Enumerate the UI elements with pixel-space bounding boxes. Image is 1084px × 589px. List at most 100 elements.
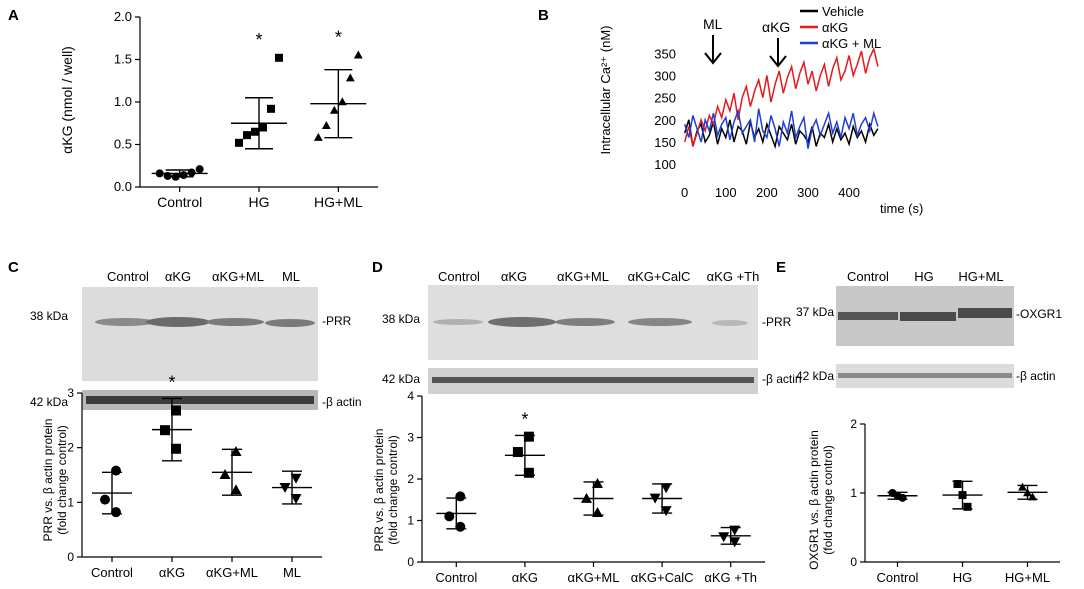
data-point <box>111 507 121 518</box>
data-point <box>171 405 181 416</box>
panel-c-lane-label: αKG <box>165 269 191 284</box>
y-tick-label: 1 <box>407 514 414 528</box>
panel-d-ylabel-line2: (fold change control) <box>386 435 400 544</box>
y-tick-label: 200 <box>654 113 676 128</box>
data-point <box>581 492 592 503</box>
data-point <box>275 53 283 62</box>
y-tick-label: 100 <box>654 157 676 172</box>
panel-d-lane-label: Control <box>438 269 480 284</box>
data-point <box>353 50 363 59</box>
panel-c-lane-labels: Control αKG αKG+ML ML <box>107 269 300 284</box>
panel-e-ylabel-line2: (fold change control) <box>821 445 835 554</box>
x-tick-label: ML <box>283 565 301 580</box>
data-point <box>111 465 121 476</box>
data-point <box>313 132 323 141</box>
y-tick-label: 1 <box>67 495 74 509</box>
x-tick-label: HG+ML <box>1005 570 1050 585</box>
data-point <box>259 123 267 132</box>
data-point <box>649 493 661 504</box>
data-point <box>100 494 110 505</box>
panel-e-lane-label: HG+ML <box>958 269 1003 284</box>
panel-letter-b: B <box>538 7 549 24</box>
panel-e-marker-bottom: 42 kDa <box>796 369 834 383</box>
data-point <box>898 493 907 502</box>
data-point <box>187 168 196 177</box>
y-tick-label: 1.0 <box>114 94 132 109</box>
blot-band <box>86 396 314 404</box>
data-point <box>171 443 181 454</box>
panel-c-marker-bottom: 42 kDa <box>30 395 68 409</box>
data-point <box>160 425 170 436</box>
panel-b-arrows <box>704 35 787 68</box>
legend-label: αKG + ML <box>822 36 881 51</box>
x-tick-label: αKG +Th <box>704 570 757 585</box>
x-tick-label: 300 <box>797 185 819 200</box>
data-point <box>321 121 331 129</box>
data-point <box>958 491 967 500</box>
significance-star: * <box>521 409 528 429</box>
x-tick-label: αKG <box>512 570 538 585</box>
x-tick-label: Control <box>435 570 477 585</box>
panel-d-plot: 0 1 2 3 4 Control αKG * αKG+ML αKG+CalC αKG +Th <box>407 389 765 585</box>
y-tick-label: 2 <box>407 472 414 486</box>
series-line--kg-ml <box>683 108 879 149</box>
panel-e-band-top: -OXGR1 <box>1016 307 1062 321</box>
x-tick-label: αKG+ML <box>568 570 620 585</box>
arrow-down-icon <box>704 35 722 65</box>
panel-e-marker-top: 37 kDa <box>796 305 834 319</box>
data-point <box>195 165 204 174</box>
legend-label: Vehicle <box>822 4 864 19</box>
panel-c-band-bottom: -β actin <box>322 395 362 409</box>
data-point <box>235 138 243 147</box>
y-tick-label: 350 <box>654 46 676 61</box>
x-tick-label: 200 <box>756 185 778 200</box>
data-point <box>171 172 180 181</box>
panel-d-lane-labels: Control αKG αKG+ML αKG+CalC αKG +Th <box>438 269 759 284</box>
significance-star: * <box>335 27 342 47</box>
data-point <box>267 104 275 113</box>
blot-band <box>146 317 210 327</box>
data-point <box>337 97 347 106</box>
data-point <box>523 467 534 478</box>
y-tick-label: 1 <box>850 486 857 500</box>
panel-c-lane-label: αKG+ML <box>212 269 264 284</box>
panel-d-marker-top: 38 kDa <box>382 312 420 326</box>
panel-letter-a: A <box>8 7 19 24</box>
data-point <box>512 447 523 458</box>
data-point <box>953 480 962 489</box>
data-point <box>1028 492 1037 501</box>
panel-d-band-bottom: -β actin <box>762 372 802 386</box>
blot-band <box>432 377 754 383</box>
y-tick-label: 3 <box>67 386 74 400</box>
data-point <box>219 469 231 479</box>
x-tick-label: HG+ML <box>314 194 363 210</box>
panel-e-ylabel-line1: OXGR1 vs. β actin protein <box>807 430 821 570</box>
panel-d-ylabel-line1: PRR vs. β actin protein <box>372 429 386 552</box>
panel-c-blot-top <box>82 287 318 381</box>
blot-band <box>838 312 898 320</box>
data-point <box>155 169 164 178</box>
data-point <box>718 532 730 543</box>
x-tick-label: HG <box>953 570 973 585</box>
panel-d-band-top: -PRR <box>762 315 792 329</box>
data-point <box>251 127 259 136</box>
data-point <box>455 521 466 532</box>
panel-d-marker-bottom: 42 kDa <box>382 372 420 386</box>
panel-c-marker-top: 38 kDa <box>30 309 68 323</box>
x-tick-label: Control <box>877 570 919 585</box>
panel-c-band-top: -PRR <box>322 314 352 328</box>
y-tick-label: 300 <box>654 68 676 83</box>
panel-b-xlabel: time (s) <box>880 201 923 216</box>
x-tick-label: αKG+ML <box>206 565 258 580</box>
panel-c-lane-label: ML <box>282 269 300 284</box>
data-point <box>444 511 455 522</box>
panel-d-lane-label: αKG+CalC <box>628 269 691 284</box>
panel-b-plot: 0 100 200 300 400100150200250300350VehicleαK… <box>654 4 881 200</box>
blot-band <box>838 373 1012 378</box>
y-tick-label: 1.5 <box>114 52 132 67</box>
y-tick-label: 2 <box>67 441 74 455</box>
y-tick-label: 0 <box>850 555 857 569</box>
x-tick-label: αKG <box>159 565 185 580</box>
y-tick-label: 250 <box>654 91 676 106</box>
